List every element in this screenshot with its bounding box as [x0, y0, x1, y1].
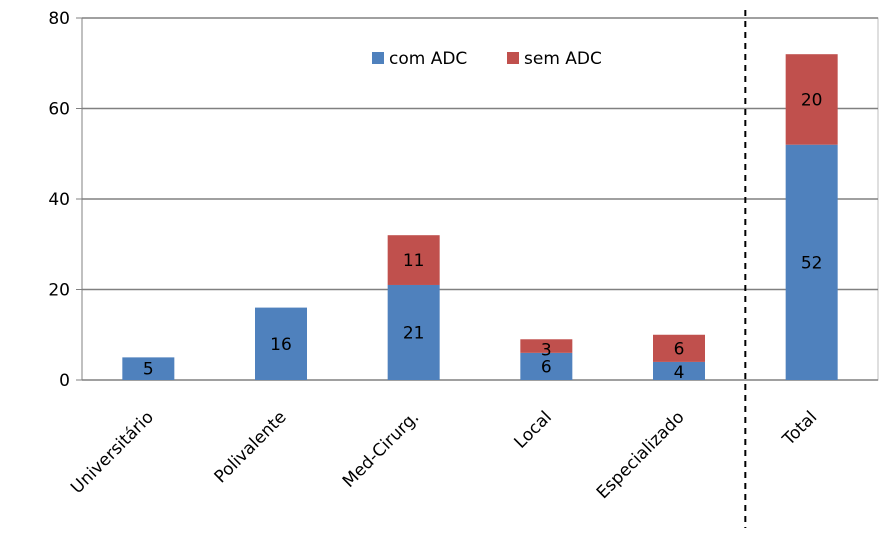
- data-label: 11: [403, 251, 425, 271]
- x-category-label: Med-Cirurg.: [339, 407, 423, 491]
- x-category-label: Especializado: [593, 407, 689, 503]
- bar-com-adc: [785, 144, 838, 380]
- legend-swatch: [507, 52, 519, 64]
- y-tick-label: 0: [59, 371, 70, 391]
- x-axis-labels: Universitário Polivalente Med-Cirurg. Local…: [67, 407, 821, 503]
- legend-label: sem ADC: [524, 49, 602, 69]
- legend-label: com ADC: [389, 49, 467, 69]
- bar-com-adc: [255, 307, 307, 380]
- data-label: 16: [270, 335, 292, 355]
- x-category-label: Universitário: [67, 407, 158, 498]
- y-tick-label: 40: [48, 190, 70, 210]
- data-label: 4: [674, 363, 685, 383]
- y-tick-label: 60: [48, 100, 70, 120]
- gridlines: [82, 17, 878, 381]
- y-tick-label: 20: [48, 281, 70, 301]
- bar-sem-adc: [387, 235, 440, 285]
- data-label: 52: [801, 253, 823, 273]
- bars: [122, 54, 838, 380]
- data-label: 6: [674, 339, 685, 359]
- data-label: 6: [541, 357, 552, 377]
- data-label: 21: [403, 323, 425, 343]
- bar-sem-adc: [653, 334, 705, 362]
- legend: com ADC sem ADC: [372, 49, 602, 69]
- data-label: 3: [541, 340, 552, 360]
- data-label: 5: [143, 360, 154, 380]
- y-tick-label: 80: [48, 9, 70, 29]
- data-label: 20: [801, 90, 823, 110]
- x-category-label: Local: [511, 407, 556, 452]
- bar-com-adc: [122, 357, 175, 380]
- bar-com-adc: [520, 352, 573, 380]
- y-axis-ticks: 0 20 40 60 80: [48, 9, 82, 391]
- x-category-label: Polivalente: [211, 407, 291, 487]
- legend-swatch: [372, 52, 384, 64]
- bar-sem-adc: [785, 54, 838, 145]
- x-category-label: Total: [778, 407, 821, 450]
- bar-sem-adc: [520, 339, 573, 353]
- bar-com-adc: [387, 284, 440, 380]
- bar-com-adc: [653, 361, 705, 380]
